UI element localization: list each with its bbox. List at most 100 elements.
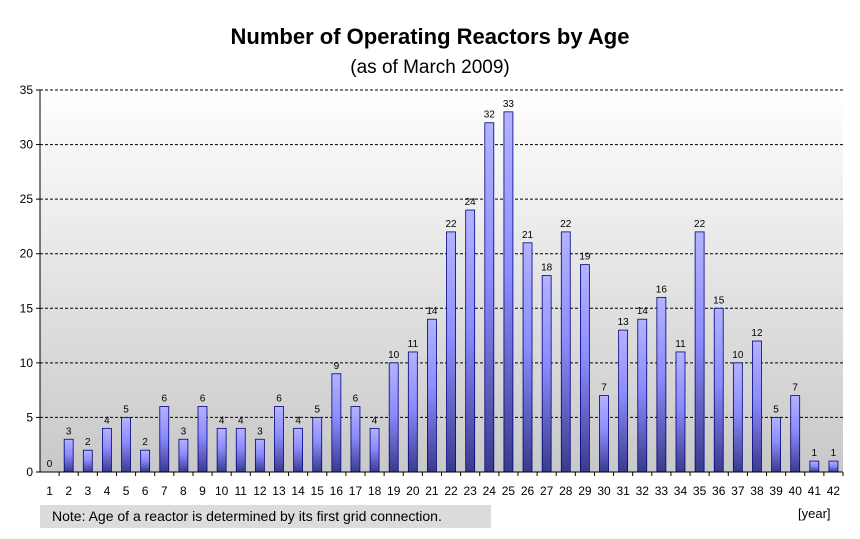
bar [809,460,820,473]
data-label: 6 [276,394,282,405]
data-label: 9 [334,361,340,372]
data-label: 14 [426,306,438,317]
bar [140,449,151,473]
data-label: 10 [732,350,744,361]
y-tick-label: 10 [20,356,34,370]
x-tick-label: 17 [349,484,363,498]
data-label: 24 [465,197,477,208]
bar [293,427,304,473]
footnote: Note: Age of a reactor is determined by … [40,505,491,528]
data-label: 4 [219,415,225,426]
data-label: 14 [637,306,649,317]
bar [350,406,361,473]
x-tick-label: 38 [750,484,764,498]
data-label: 6 [200,394,206,405]
x-tick-label: 18 [368,484,382,498]
x-tick-label: 10 [215,484,229,498]
chart-subtitle: (as of March 2009) [350,57,510,78]
x-tick-label: 8 [180,484,187,498]
bar [235,427,246,473]
x-tick-label: 23 [463,484,477,498]
bar [312,417,323,473]
bar [637,318,648,473]
data-label: 32 [484,110,496,121]
x-tick-label: 15 [311,484,325,498]
x-tick-label: 41 [808,484,822,498]
x-tick-label: 33 [655,484,669,498]
x-tick-label: 32 [636,484,650,498]
plot-area [40,90,843,472]
gridlines [40,89,843,418]
x-tick-label: 3 [84,484,91,498]
y-tick-label: 0 [26,465,33,479]
data-label: 33 [503,99,515,110]
bar [694,231,705,473]
data-label: 1 [812,448,818,459]
data-label: 21 [522,230,534,241]
bar [407,351,418,473]
data-label: 15 [713,295,725,306]
data-label: 18 [541,263,553,274]
x-tick-label: 34 [674,484,688,498]
bar [102,427,112,473]
x-axis-unit-label: [year] [798,506,831,521]
bar [771,417,781,473]
x-tick-label: 26 [521,484,535,498]
bar [522,242,533,473]
bar [656,296,667,473]
y-tick-label: 25 [20,192,34,206]
x-tick-label: 2 [65,484,72,498]
bar [427,318,437,473]
y-tick-label: 20 [20,247,34,261]
data-label: 11 [675,339,686,350]
y-tick-label: 5 [26,410,33,424]
data-label: 16 [656,284,668,295]
data-label: 12 [751,328,763,339]
bar [446,231,456,473]
bar [178,438,189,473]
data-label: 3 [181,426,187,437]
x-tick-label: 1 [46,484,53,498]
y-tick-label: 35 [20,83,34,97]
x-tick-label: 42 [827,484,841,498]
chart-title: Number of Operating Reactors by Age [230,24,630,49]
y-tick-label: 30 [20,138,34,152]
bar [82,449,93,473]
data-label: 4 [238,415,244,426]
bar [388,362,399,473]
bar [216,427,227,473]
x-tick-label: 9 [199,484,206,498]
bar [331,373,342,473]
data-label: 6 [161,394,167,405]
x-tick-label: 13 [272,484,286,498]
bar [254,438,265,473]
bar [579,264,590,473]
bar [121,417,131,473]
data-label: 22 [445,219,457,230]
bar [274,406,284,473]
data-label: 4 [372,415,378,426]
data-label: 3 [257,426,263,437]
x-tick-label: 16 [330,484,344,498]
x-tick-label: 7 [161,484,168,498]
x-tick-label: 12 [253,484,267,498]
x-tick-label: 29 [578,484,592,498]
data-label: 11 [408,339,419,350]
data-label: 5 [123,404,129,415]
x-tick-label: 30 [597,484,611,498]
x-tick-label: 40 [789,484,803,498]
x-tick-label: 31 [616,484,630,498]
data-label: 22 [560,219,572,230]
data-label: 7 [792,383,798,394]
x-tick-label: 37 [731,484,745,498]
bar [828,460,839,473]
data-label: 2 [85,437,91,448]
x-tick-label: 36 [712,484,726,498]
bar [503,111,514,473]
bar [197,406,208,473]
x-tick-label: 39 [769,484,783,498]
bar [63,438,74,473]
y-tick-label: 15 [20,301,34,315]
